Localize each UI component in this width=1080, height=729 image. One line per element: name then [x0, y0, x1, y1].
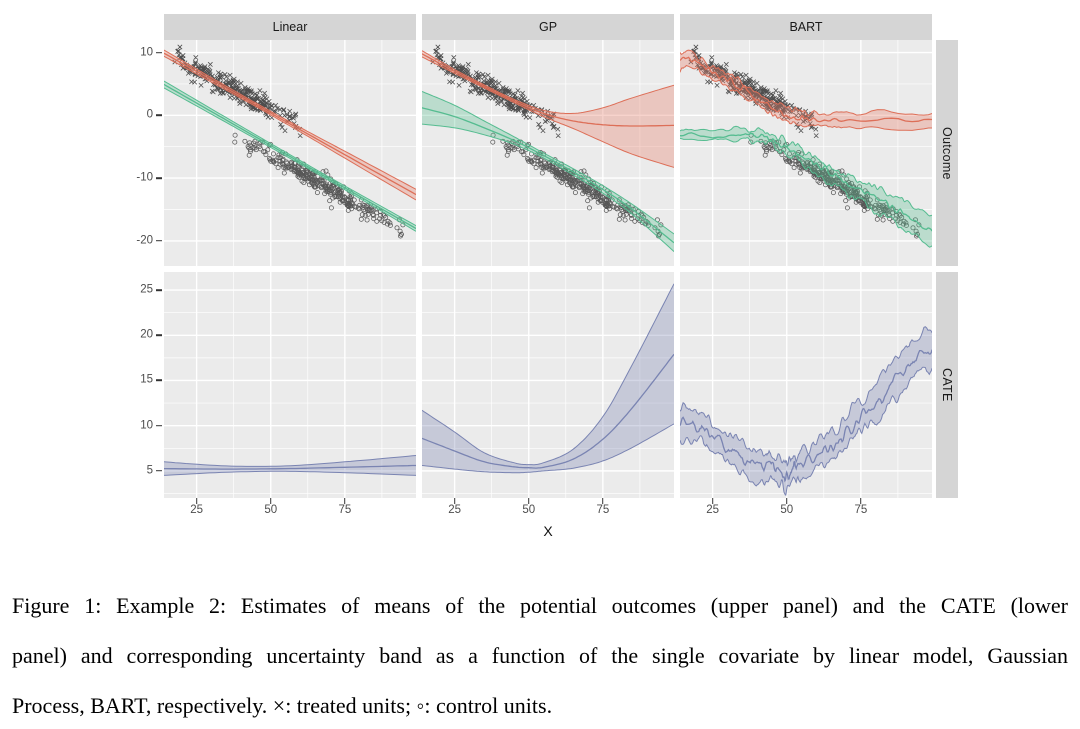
x-tick-mark [860, 498, 862, 504]
facet-strip-outcome-label: Outcome [940, 126, 954, 180]
cate-mean-line [422, 353, 674, 469]
panel-bart-cate [680, 272, 932, 498]
faceted-chart: Linear GP BART 10 0 -10 -20 Outcome 25 20 15 1… [108, 14, 958, 544]
y-tick-mark [156, 177, 162, 179]
y-tick-label: 25 [140, 283, 153, 296]
x-tick-mark [344, 498, 346, 504]
panel-gp-cate [422, 272, 674, 498]
x-tick-mark [711, 498, 714, 504]
x-tick-mark [527, 498, 530, 504]
x-tick-label: 25 [448, 504, 462, 516]
caption-line-2: panel) and corresponding uncertainty ban… [12, 643, 1068, 668]
y-tick-mark [156, 114, 162, 117]
x-tick-mark [269, 498, 272, 504]
x-tick-label: 25 [706, 504, 720, 516]
facet-strip-cate-label: CATE [940, 368, 954, 402]
control-uncertainty-band [422, 91, 674, 252]
facet-strip-linear-label: Linear [272, 20, 308, 34]
y-tick-label: 5 [146, 464, 153, 477]
facet-strip-outcome: Outcome [936, 40, 958, 266]
x-axis-linear: 25 50 75 [164, 498, 416, 520]
x-tick-label: 50 [780, 504, 794, 516]
y-axis-outcome: 10 0 -10 -20 [108, 40, 164, 266]
cate-uncertainty-band [422, 283, 674, 473]
x-tick-mark [453, 498, 456, 504]
y-tick-mark [156, 379, 162, 382]
cate-uncertainty-band [164, 455, 416, 476]
control-mean-line [164, 83, 416, 230]
treated-mean-line [422, 53, 674, 127]
y-tick-mark [156, 240, 162, 242]
panel-gp-outcome [422, 40, 674, 266]
control-uncertainty-band [680, 126, 932, 248]
control-mean-line [680, 132, 932, 232]
treated-points [688, 44, 819, 139]
control-mean-line [422, 107, 674, 244]
cate-mean-line [680, 349, 932, 483]
x-tick-label: 25 [190, 504, 204, 516]
facet-strip-bart: BART [680, 14, 932, 40]
y-tick-label: 0 [146, 108, 153, 121]
x-tick-mark [602, 498, 604, 504]
cate-uncertainty-band [680, 326, 932, 496]
treated-uncertainty-band [422, 50, 674, 168]
panel-linear-cate [164, 272, 416, 498]
x-tick-label: 50 [264, 504, 278, 516]
y-tick-mark [156, 289, 162, 291]
x-axis-bart: 25 50 75 [680, 498, 932, 520]
x-tick-label: 75 [854, 504, 868, 516]
facet-strip-bart-label: BART [789, 20, 823, 34]
facet-strip-gp-label: GP [538, 20, 558, 34]
caption-line-1: Figure 1: Example 2: Estimates of means … [12, 593, 1068, 618]
y-tick-label: 10 [140, 45, 153, 58]
paper-figure-page: Linear GP BART 10 0 -10 -20 Outcome 25 20 15 1… [0, 14, 1080, 729]
facet-strip-cate: CATE [936, 272, 958, 498]
x-tick-label: 50 [522, 504, 536, 516]
x-axis-title: X [543, 523, 553, 539]
x-tick-mark [785, 498, 788, 504]
treated-mean-line [680, 56, 932, 123]
y-tick-mark [156, 334, 162, 337]
y-tick-label: -10 [136, 171, 153, 184]
x-tick-label: 75 [338, 504, 352, 516]
x-tick-label: 75 [596, 504, 610, 516]
panel-linear-outcome [164, 40, 416, 266]
facet-strip-gp: GP [422, 14, 674, 40]
cate-mean-line [164, 464, 416, 470]
y-tick-label: -20 [136, 234, 153, 247]
y-tick-mark [156, 470, 162, 472]
y-tick-label: 10 [140, 418, 153, 431]
treated-mean-line [164, 52, 416, 196]
y-axis-cate: 25 20 15 10 5 [108, 272, 164, 498]
y-tick-label: 20 [140, 328, 153, 341]
x-tick-mark [195, 498, 198, 504]
facet-strip-linear: Linear [164, 14, 416, 40]
y-tick-label: 15 [140, 373, 153, 386]
caption-line-3: Process, BART, respectively. ×: treated … [12, 693, 553, 718]
y-tick-mark [156, 51, 162, 54]
x-axis-gp: 25 50 75 [422, 498, 674, 520]
panel-bart-outcome [680, 40, 932, 266]
y-tick-mark [156, 424, 162, 427]
figure-caption: Figure 1: Example 2: Estimates of means … [12, 581, 1068, 729]
